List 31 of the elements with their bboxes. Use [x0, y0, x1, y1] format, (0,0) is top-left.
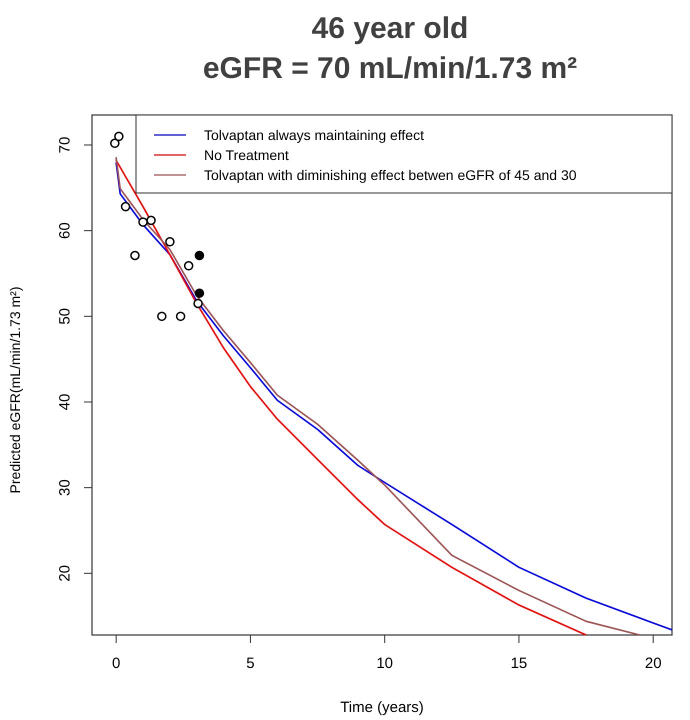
y-tick-label: 50: [56, 308, 74, 325]
y-tick-label: 20: [56, 564, 74, 582]
x-tick-label: 15: [510, 655, 528, 672]
y-tick-label: 30: [56, 479, 74, 496]
x-tick-label: 20: [644, 655, 662, 672]
y-axis-title: Predicted eGFR(mL/min/1.73 m²): [7, 286, 23, 494]
y-tick-label: 70: [56, 136, 74, 154]
point: [146, 216, 156, 226]
point: [194, 250, 204, 260]
point: [184, 261, 194, 271]
x-tick-label: 5: [246, 655, 255, 672]
point: [114, 132, 124, 142]
x-axis-title: Time (years): [340, 699, 424, 716]
point: [194, 288, 204, 298]
point: [176, 312, 186, 322]
point: [193, 298, 203, 308]
y-tick-label: 40: [56, 394, 74, 410]
x-tick-label: 10: [376, 655, 394, 672]
legend-label: Tolvaptan with diminishing effect betwen eGFR of 45 and 30: [204, 166, 577, 183]
point: [157, 312, 167, 322]
point: [120, 202, 130, 212]
legend-label: Tolvaptan always maintaining effect: [204, 126, 424, 143]
y-tick-label: 60: [56, 222, 74, 239]
point: [130, 250, 140, 260]
chart-subtitle: eGFR = 70 mL/min/1.73 m²: [202, 52, 578, 85]
chart-title: 46 year old: [312, 12, 468, 45]
point: [138, 217, 148, 227]
point: [165, 237, 175, 247]
legend-label: No Treatment: [204, 146, 289, 163]
point: [110, 138, 120, 148]
x-tick-label: 0: [112, 655, 120, 672]
